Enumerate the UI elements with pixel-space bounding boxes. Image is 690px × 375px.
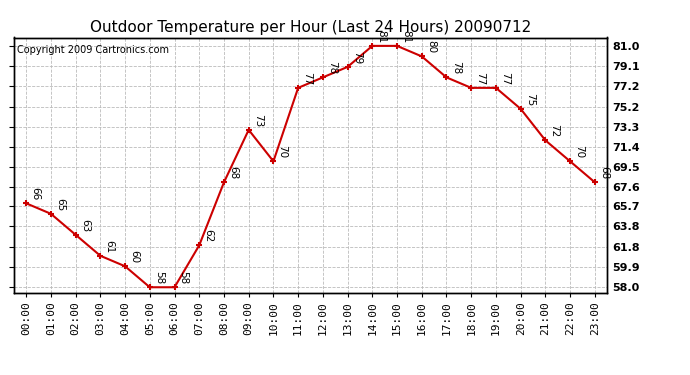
Text: 75: 75 [525,93,535,106]
Text: 70: 70 [277,146,288,159]
Text: 81: 81 [401,30,411,43]
Text: 65: 65 [55,198,65,211]
Text: 66: 66 [30,187,40,201]
Text: 77: 77 [475,72,485,85]
Text: 58: 58 [179,271,188,285]
Text: 78: 78 [327,62,337,75]
Text: 80: 80 [426,40,436,54]
Text: 79: 79 [352,51,362,64]
Text: 72: 72 [549,124,560,138]
Text: 63: 63 [80,219,90,232]
Text: 58: 58 [154,271,164,285]
Text: 81: 81 [377,30,386,43]
Text: 77: 77 [500,72,510,85]
Text: 60: 60 [129,251,139,264]
Title: Outdoor Temperature per Hour (Last 24 Hours) 20090712: Outdoor Temperature per Hour (Last 24 Ho… [90,20,531,35]
Text: Copyright 2009 Cartronics.com: Copyright 2009 Cartronics.com [17,45,169,55]
Text: 62: 62 [204,229,213,243]
Text: 61: 61 [104,240,115,253]
Text: 70: 70 [574,146,584,159]
Text: 73: 73 [253,114,263,127]
Text: 68: 68 [599,166,609,180]
Text: 68: 68 [228,166,238,180]
Text: 77: 77 [302,72,313,85]
Text: 78: 78 [451,62,461,75]
